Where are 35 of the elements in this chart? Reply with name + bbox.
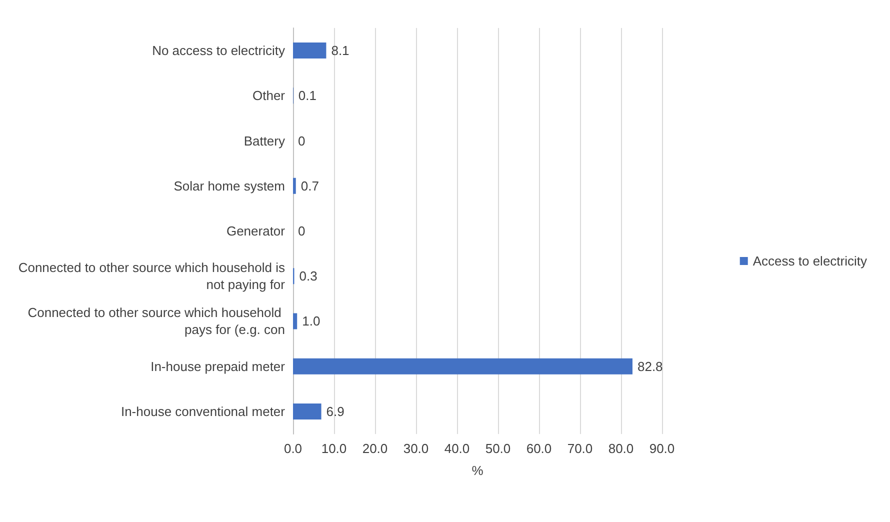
- y-tick-label: Connected to other source which household pays for (e.g. con: [28, 305, 285, 338]
- x-tick-label: 0.0: [284, 441, 302, 456]
- data-label: 0: [298, 133, 306, 148]
- bar: [293, 313, 298, 330]
- bar: [293, 358, 632, 374]
- y-tick-label: No access to electricity: [152, 43, 286, 58]
- bar: [293, 403, 322, 420]
- data-label: 1.0: [302, 314, 320, 329]
- x-tick-label: 80.0: [608, 441, 634, 456]
- y-tick-label: In-house prepaid meter: [150, 358, 286, 374]
- data-label: 0.3: [299, 268, 318, 284]
- y-tick-label: In-house conventional meter: [120, 404, 286, 419]
- x-tick-label: 50.0: [485, 441, 511, 456]
- bar: [293, 178, 296, 194]
- x-tick-label: 70.0: [567, 441, 593, 456]
- data-label: 0.1: [298, 88, 316, 104]
- x-tick-label: 90.0: [649, 441, 675, 456]
- bar: [293, 42, 326, 59]
- data-label: 0.7: [300, 178, 319, 194]
- x-tick-label: 30.0: [403, 441, 429, 456]
- data-label: 8.1: [331, 43, 350, 58]
- x-tick-label: 10.0: [321, 441, 347, 456]
- x-axis-title: %: [472, 463, 484, 478]
- y-tick-label: Battery: [244, 133, 286, 148]
- legend-label: Access to electricity: [752, 254, 868, 268]
- y-tick-label: Other: [252, 88, 286, 104]
- y-tick-label: Solar home system: [174, 178, 285, 194]
- data-label: 82.8: [637, 358, 663, 374]
- y-tick-label: Generator: [226, 224, 286, 238]
- x-tick-label: 40.0: [444, 441, 470, 456]
- x-tick-label: 60.0: [526, 441, 552, 456]
- data-label: 6.9: [326, 404, 344, 419]
- x-tick-label: 20.0: [362, 441, 388, 456]
- y-tick-label: Connected to other source which household is not paying for: [18, 260, 286, 292]
- data-label: 0: [298, 224, 306, 238]
